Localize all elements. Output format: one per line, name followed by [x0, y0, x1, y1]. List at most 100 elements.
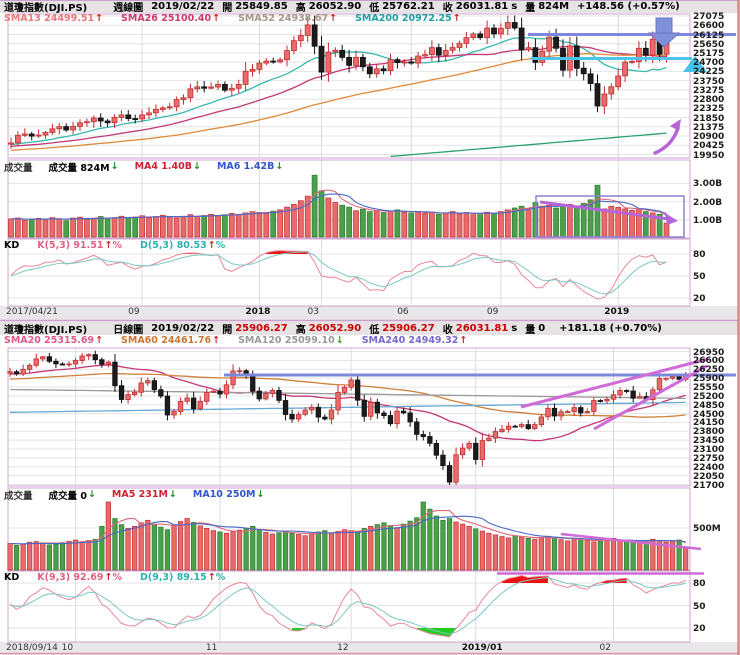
daily-volume-ma10-line — [9, 515, 686, 545]
weekly-volume-trend-line — [539, 200, 670, 221]
daily-date-axis-label: 12 — [337, 643, 349, 653]
pane-title: KD — [4, 572, 20, 583]
daily-kd-axis-label: 20 — [693, 624, 706, 634]
sma120-value: SMA120 25099.10 — [238, 335, 335, 346]
weekly-volume-ma6-line — [10, 193, 667, 220]
open-label: 開 — [222, 3, 233, 14]
session-flag: s — [511, 323, 518, 334]
weekly-price-axis-label: 20900 — [693, 132, 725, 142]
up-arrow: ↑ — [329, 13, 338, 24]
percent: % — [112, 240, 122, 251]
daily-price-axis-label: 25550 — [693, 383, 725, 393]
daily-price-pane[interactable] — [7, 347, 691, 487]
change-value: +148.56 (+0.57%) — [577, 1, 680, 12]
weekly-date-axis-label: 09 — [486, 307, 499, 317]
percent: % — [215, 240, 226, 251]
daily-kd-axis-label: 50 — [693, 601, 706, 612]
down-arrow: ↓ — [168, 489, 177, 500]
daily-kd-oversold-fill — [416, 628, 457, 637]
daily-candlestick-series — [7, 350, 689, 485]
down-arrow: ↓ — [87, 489, 96, 500]
daily-volume-bars — [7, 501, 689, 571]
vol-ma6: MA6 1.42B — [216, 161, 275, 172]
daily-price-axis-label: 26600 — [693, 356, 725, 367]
volume-current: 成交量 0 — [48, 490, 87, 502]
high-value: 26052.90 — [308, 1, 362, 12]
close-value: 26031.81 — [455, 1, 509, 12]
daily-date-axis-label: 02 — [599, 643, 611, 653]
k-value: K(5,3) 91.51 — [37, 240, 104, 251]
low-label: 低 — [369, 325, 380, 336]
weekly-price-axis-label: 26125 — [693, 30, 725, 41]
daily-volume-pane — [7, 487, 691, 572]
daily-sma240-line — [9, 401, 686, 413]
daily-header-band — [0, 322, 740, 335]
daily-sma60-line — [9, 372, 686, 418]
weekly-date-axis-label: 03 — [307, 307, 319, 317]
up-arrow: ↑ — [452, 13, 461, 24]
daily-price-axis-label: 24150 — [693, 418, 725, 429]
instrument-name: 道瓊指數(DJI.PS) — [4, 3, 88, 14]
weekly-price-axis-label: 20425 — [693, 141, 725, 152]
daily-volume-ma5-line — [9, 509, 686, 545]
weekly-chart-header: 道瓊指數(DJI.PS) 週線圖 2019/02/22 開 25849.85 高 26052… — [0, 0, 740, 14]
daily-price-axis-label: 25900 — [693, 374, 725, 385]
up-arrow: ↑ — [212, 335, 221, 346]
up-arrow: ↑ — [207, 240, 216, 251]
vol-ma5: MA5 231M — [111, 489, 168, 500]
pane-title: 成交量 — [4, 162, 33, 174]
close-label: 收 — [442, 3, 453, 14]
up-arrow: ↑ — [95, 13, 104, 24]
weekly-price-axis-label: 21375 — [693, 122, 725, 133]
daily-kd-indicator-row: KD K(9,3) 92.69 ↑% D(9,3) 89.15 ↑% — [0, 572, 740, 583]
weekly-kd-indicator-row: KD K(5,3) 91.51 ↑% D(5,3) 80.53 ↑% — [0, 240, 740, 251]
weekly-price-axis-label: 25650 — [693, 39, 725, 50]
vol-ma10: MA10 250M — [192, 489, 256, 500]
percent: % — [215, 572, 226, 583]
weekly-price-axis-label: 21850 — [693, 113, 725, 124]
daily-kd-oversold-fill — [292, 628, 306, 631]
low-label: 低 — [369, 3, 380, 14]
period-label: 週線圖 — [113, 3, 144, 14]
daily-price-axis-label: 24500 — [693, 409, 725, 420]
weekly-price-pane[interactable] — [7, 13, 691, 159]
pane-title: 成交量 — [4, 490, 33, 502]
weekly-date-band — [0, 306, 740, 321]
daily-volume-trend-line — [560, 532, 702, 551]
daily-price-axis-label: 23800 — [693, 427, 725, 438]
rebound-up-arrow-icon — [653, 126, 680, 155]
weekly-price-axis-label: 27075 — [693, 12, 725, 22]
volume-value: 0 — [538, 323, 546, 334]
d-value: D(5,3) 80.53 — [139, 240, 207, 251]
sma13-value: SMA13 24499.51 — [4, 13, 95, 24]
weekly-price-axis-label: 23275 — [693, 85, 725, 96]
k-value: K(9,3) 92.69 — [37, 572, 104, 583]
down-arrow: ↓ — [275, 161, 284, 172]
weekly-volume-bars — [8, 174, 670, 238]
weekly-volume-trend-arrowhead-icon — [665, 213, 678, 225]
weekly-price-axis-label: 22325 — [693, 104, 725, 115]
daily-date-axis-label: 11 — [205, 643, 218, 653]
down-arrow: ↓ — [192, 161, 201, 172]
date-label: 2019/02/22 — [151, 1, 215, 12]
weekly-price-axis-label: 24225 — [693, 67, 725, 78]
daily-rising-channel-lower-line — [593, 364, 708, 431]
rebound-up-arrow-icon — [670, 119, 681, 131]
weekly-volume-indicator-row: 成交量 成交量 824M ↓ MA4 1.40B ↓ MA6 1.42B ↓ — [0, 161, 740, 174]
daily-kd-overbought-fill — [502, 575, 548, 583]
daily-price-axis-label: 23100 — [693, 445, 725, 455]
sell-pressure-down-arrow-icon — [647, 32, 681, 48]
daily-date-axis-label: 10 — [61, 643, 74, 653]
weekly-price-axis-label: 23750 — [693, 76, 725, 87]
volume-current: 成交量 824M — [48, 162, 110, 174]
sma26-value: SMA26 25100.40 — [121, 13, 212, 24]
open-value: 25849.85 — [235, 1, 288, 12]
volume-label: 量 — [525, 3, 536, 14]
sma60-value: SMA60 24461.76 — [121, 335, 212, 346]
weekly-d-line — [10, 251, 667, 295]
weekly-date-axis-label: 2019 — [604, 307, 630, 317]
weekly-kd-axis-label: 20 — [693, 294, 706, 304]
volume-value: 824M — [538, 1, 570, 12]
session-flag: s — [511, 1, 518, 12]
daily-rising-channel-upper-line — [520, 357, 709, 409]
